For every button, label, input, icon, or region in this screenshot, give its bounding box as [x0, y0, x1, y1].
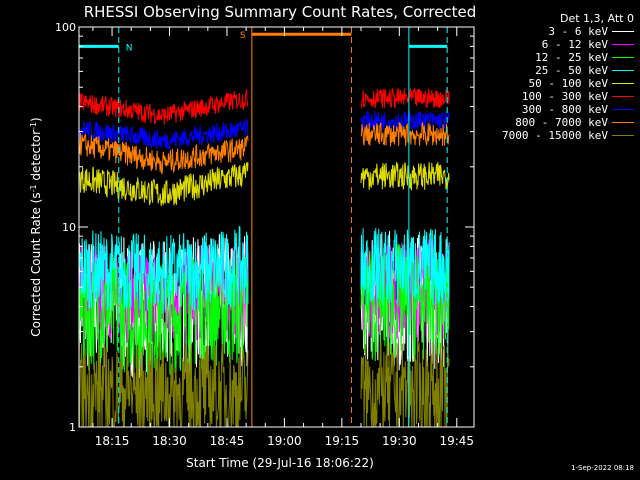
x-tick-label: 19:30: [382, 434, 417, 448]
series-line-7-window-0: [78, 133, 249, 175]
series-line-3-window-0: [78, 225, 249, 315]
plot-area: NS: [78, 27, 450, 428]
series-line-6-window-0: [78, 118, 249, 150]
chart-title: RHESSI Observing Summary Count Rates, Co…: [84, 3, 477, 21]
legend-item-label: 25 - 50 keV: [535, 64, 608, 77]
legend-item: 7000 - 15000 keV: [486, 129, 634, 142]
series-line-5-window-1: [360, 88, 450, 109]
legend-item: 6 - 12 keV: [486, 38, 634, 51]
y-tick-label: 10: [62, 221, 76, 234]
series-line-2-window-0: [78, 251, 249, 375]
legend-item-label: 12 - 25 keV: [535, 51, 608, 64]
legend-item-label: 50 - 100 keV: [528, 77, 608, 90]
x-tick-label: 19:45: [439, 434, 474, 448]
x-tick-label: 18:30: [152, 434, 187, 448]
y-axis-label: Corrected Count Rate (s-1 detector-1): [29, 117, 44, 336]
legend-item: 100 - 300 keV: [486, 90, 634, 103]
legend-item: 300 - 800 keV: [486, 103, 634, 116]
legend-item: 800 - 7000 keV: [486, 116, 634, 129]
series-line-3-window-1: [360, 228, 450, 306]
legend-item: 3 - 6 keV: [486, 25, 634, 38]
series-line-5-window-0: [78, 89, 249, 125]
axes: 1 10 100 18:15 18:30 18:45 19:00 19:15 19:30 19:4…: [55, 21, 475, 448]
legend-swatch: [612, 122, 634, 123]
y-tick-label: 100: [55, 21, 76, 34]
legend-item: 25 - 50 keV: [486, 64, 634, 77]
x-tick-label: 19:00: [267, 434, 302, 448]
flag-label-0: N: [126, 43, 133, 53]
legend-swatch: [612, 135, 634, 136]
series-line-1-window-1: [360, 239, 450, 339]
legend-item-label: 6 - 12 keV: [541, 38, 608, 51]
series-line-4-window-0: [78, 162, 249, 207]
legend-swatch: [612, 70, 634, 71]
series-line-8-window-1: [360, 341, 450, 428]
series-line-7-window-1: [360, 121, 450, 147]
y-tick-label: 1: [69, 421, 76, 434]
x-tick-label: 18:45: [210, 434, 245, 448]
legend-item: 50 - 100 keV: [486, 77, 634, 90]
series-line-2-window-1: [360, 242, 450, 362]
legend-item-label: 300 - 800 keV: [521, 103, 608, 116]
timestamp: 1-Sep-2022 08:18: [571, 464, 634, 472]
legend-swatch: [612, 96, 634, 97]
x-axis-label: Start Time (29-Jul-16 18:06:22): [186, 456, 374, 470]
series-line-4-window-1: [360, 161, 450, 192]
legend-item-label: 800 - 7000 keV: [515, 116, 608, 129]
flag-label-1: S: [240, 31, 246, 41]
legend: Det 1,3, Att 0 3 - 6 keV 6 - 12 keV 12 - 2…: [486, 12, 634, 142]
legend-item-label: 3 - 6 keV: [548, 25, 608, 38]
series-line-8-window-0: [79, 342, 249, 428]
x-tick-label: 18:15: [95, 434, 130, 448]
legend-item-label: 100 - 300 keV: [521, 90, 608, 103]
legend-swatch: [612, 109, 634, 110]
legend-swatch: [612, 44, 634, 45]
legend-item-label: 7000 - 15000 keV: [502, 129, 608, 142]
x-tick-label: 19:15: [325, 434, 360, 448]
legend-title: Det 1,3, Att 0: [560, 12, 634, 25]
legend-swatch: [612, 83, 634, 84]
legend-item: 12 - 25 keV: [486, 51, 634, 64]
legend-swatch: [612, 57, 634, 58]
series-line-6-window-1: [360, 110, 450, 132]
legend-swatch: [612, 31, 634, 32]
